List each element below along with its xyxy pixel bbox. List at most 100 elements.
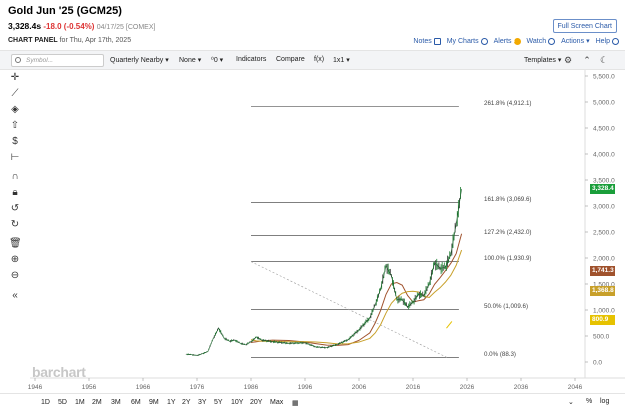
collapse-icon[interactable]: « [12, 290, 18, 301]
scroll-down-icon[interactable]: ⌄ [568, 399, 574, 406]
none-dropdown[interactable]: None ▾ [179, 56, 201, 64]
gear-icon[interactable]: ⚙ [563, 55, 573, 65]
y-tick-label: 3,500.0 [593, 178, 615, 185]
y-tick-label: 4,500.0 [593, 126, 615, 133]
indicators-button[interactable]: Indicators [236, 56, 267, 63]
notes-link[interactable]: Notes [413, 37, 441, 45]
calendar-icon[interactable]: ▦ [292, 400, 299, 407]
symbol-search-input[interactable]: Symbol... [11, 54, 104, 67]
price-tag: 1,368.8 [590, 285, 615, 296]
chevron-down-icon: ▾ [557, 57, 562, 64]
arrow-icon[interactable]: ⇧ [10, 120, 20, 131]
actions-menu[interactable]: Actions ▾ [561, 37, 590, 46]
zoom-in-icon[interactable]: ⊕ [10, 254, 20, 265]
compare-button[interactable]: Compare [276, 56, 305, 63]
none-label: None [179, 57, 196, 64]
fib-level-label: 261.8% (4,912.1) [484, 100, 531, 107]
quote-meta: 04/17/25 [COMEX] [96, 24, 156, 31]
ratio-dropdown[interactable]: 1x1 ▾ [333, 56, 350, 64]
timeframe-2y[interactable]: 2Y [182, 399, 191, 406]
fib-level-label: 0.0% (88.3) [484, 351, 516, 358]
measure-icon[interactable]: ⊢ [10, 152, 20, 163]
x-tick-label: 2026 [460, 384, 475, 391]
function-button[interactable]: f(x) [314, 56, 325, 63]
redo-icon[interactable]: ↻ [10, 219, 20, 230]
timeframe-6m[interactable]: 6M [131, 399, 141, 406]
chevron-down-icon: ▾ [346, 57, 350, 64]
theme-toggle-icon[interactable]: ☾ [599, 55, 609, 65]
timeframe-1y[interactable]: 1Y [167, 399, 176, 406]
dollar-icon[interactable]: $ [12, 136, 18, 147]
lock-icon[interactable]: 🔒︎ [12, 187, 18, 198]
page-title: Gold Jun '25 (GCM25) [8, 5, 122, 17]
x-tick-label: 1976 [190, 384, 205, 391]
zero-label: 0 [213, 57, 218, 64]
decimal-dropdown[interactable]: ⁰0 ▾ [211, 56, 223, 64]
full-screen-chart-button[interactable]: Full Screen Chart [552, 19, 617, 33]
notes-label: Notes [413, 37, 432, 45]
panel-label: CHART PANEL [8, 37, 58, 44]
templates-dropdown[interactable]: Templates ▾ [524, 56, 561, 64]
edit-icon [433, 37, 441, 45]
magnet-icon[interactable]: ∩ [11, 171, 19, 182]
x-tick-label: 1956 [82, 384, 97, 391]
delete-icon[interactable]: 🗑︎ [9, 238, 22, 249]
help-link[interactable]: Help [596, 37, 619, 45]
timeframe-10y[interactable]: 10Y [231, 399, 244, 406]
timeframe-2m[interactable]: 2M [92, 399, 102, 406]
precision-icon: ⁰ [211, 57, 214, 64]
help-icon [612, 37, 619, 45]
crosshair-icon[interactable]: ✛ [10, 72, 20, 83]
period-dropdown[interactable]: Quarterly Nearby ▾ [110, 56, 169, 64]
timeframe-20y[interactable]: 20Y [250, 399, 263, 406]
percent-toggle[interactable]: % [586, 398, 593, 405]
reset-icon[interactable]: ↺ [10, 203, 20, 214]
ratio-label: 1x1 [333, 57, 345, 64]
fib-level-label: 127.2% (2,432.0) [484, 229, 531, 236]
x-tick-label: 2046 [568, 384, 583, 391]
fib-level-label: 100.0% (1,930.9) [484, 255, 531, 262]
trendline-icon[interactable]: ⟋ [11, 88, 19, 99]
period-label: Quarterly Nearby [110, 57, 164, 64]
y-tick-label: 2,000.0 [593, 256, 615, 263]
plus-circle-icon [548, 37, 556, 45]
x-tick-label: 1946 [28, 384, 43, 391]
price-line [186, 188, 462, 356]
alerts-link[interactable]: Alerts! [493, 37, 521, 45]
alert-icon: ! [513, 37, 521, 45]
alerts-label: Alerts [493, 37, 512, 45]
timeframe-1d[interactable]: 1D [41, 399, 50, 406]
timeframe-1m[interactable]: 1M [75, 399, 85, 406]
moving-average-2 [250, 249, 463, 345]
log-toggle[interactable]: log [600, 398, 610, 405]
chevron-down-icon: ▾ [586, 38, 590, 45]
fib-trend-line [250, 261, 448, 358]
chart-toolbar: Symbol... Quarterly Nearby ▾ None ▾ ⁰0 ▾… [0, 50, 625, 70]
watch-link[interactable]: Watch [526, 37, 556, 45]
y-tick-label: 5,500.0 [593, 74, 615, 81]
zoom-out-icon[interactable]: ⊖ [10, 270, 20, 281]
y-tick-label: 0.0 [593, 360, 602, 367]
price-change: -18.0 (-0.54%) [43, 22, 95, 31]
timeframe-bar: 1D 5D 1M 2M 3M 6M 9M 1Y 2Y 3Y 5Y 10Y 20Y Max ▦ ⌄ % log [0, 393, 625, 412]
timeframe-3m[interactable]: 3M [111, 399, 121, 406]
actions-label: Actions [561, 37, 585, 45]
timeframe-5d[interactable]: 5D [58, 399, 67, 406]
my-charts-link[interactable]: My Charts [447, 37, 488, 45]
timeframe-3y[interactable]: 3Y [198, 399, 207, 406]
y-tick-label: 5,000.0 [593, 100, 615, 107]
plus-circle-icon [480, 37, 488, 45]
x-tick-label: 1996 [298, 384, 313, 391]
timeframe-5y[interactable]: 5Y [214, 399, 223, 406]
y-tick-label: 3,000.0 [593, 204, 615, 211]
pattern-icon[interactable]: ◈ [11, 104, 19, 115]
timeframe-max[interactable]: Max [270, 399, 284, 406]
fib-level-label: 161.8% (3,069.6) [484, 196, 531, 203]
price-tag: 800.9 [590, 315, 615, 326]
timeframe-9m[interactable]: 9M [149, 399, 159, 406]
price-chart[interactable]: 5,500.0 5,000.0 4,500.0 4,000.0 3,500.0 3,000… [0, 70, 625, 393]
collapse-up-icon[interactable]: ⌃ [583, 55, 591, 65]
drawing-tools: ✛ ⟋ ◈ ⇧ $ ⊢ ∩ 🔒︎ ↺ ↻ 🗑︎ ⊕ ⊖ « [0, 70, 30, 395]
watch-label: Watch [526, 37, 547, 45]
panel-date: for Thu, Apr 17th, 2025 [59, 37, 132, 44]
